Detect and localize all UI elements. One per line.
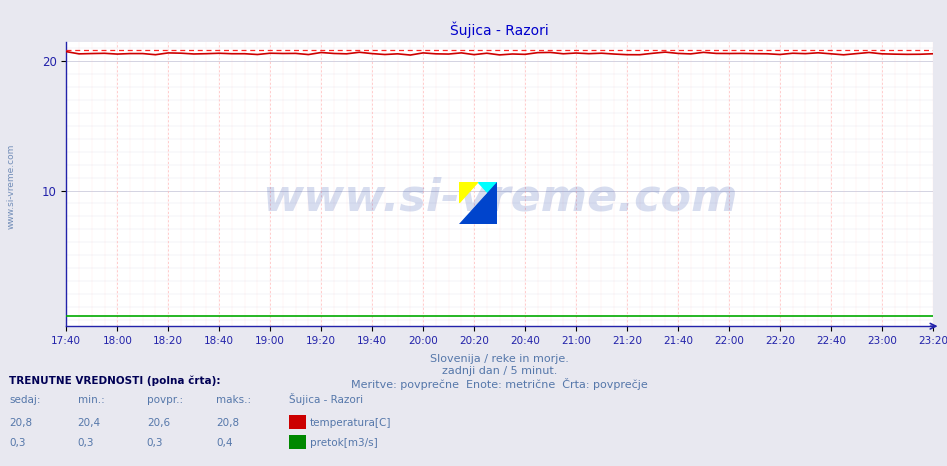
Text: www.si-vreme.com: www.si-vreme.com	[7, 144, 16, 229]
Text: 0,3: 0,3	[78, 439, 94, 448]
Polygon shape	[478, 182, 497, 203]
Text: 20,4: 20,4	[78, 418, 100, 428]
Text: Šujica - Razori: Šujica - Razori	[289, 393, 363, 405]
Text: temperatura[C]: temperatura[C]	[310, 418, 391, 428]
Text: 0,3: 0,3	[9, 439, 26, 448]
Text: pretok[m3/s]: pretok[m3/s]	[310, 439, 378, 448]
X-axis label: Slovenija / reke in morje.
zadnji dan / 5 minut.
Meritve: povprečne  Enote: metr: Slovenija / reke in morje. zadnji dan / …	[351, 354, 648, 390]
Text: 20,6: 20,6	[147, 418, 170, 428]
Text: TRENUTNE VREDNOSTI (polna črta):: TRENUTNE VREDNOSTI (polna črta):	[9, 376, 221, 386]
Title: Šujica - Razori: Šujica - Razori	[450, 21, 549, 38]
Text: maks.:: maks.:	[216, 395, 251, 405]
Text: povpr.:: povpr.:	[147, 395, 183, 405]
Text: sedaj:: sedaj:	[9, 395, 41, 405]
Polygon shape	[459, 182, 478, 203]
Text: 20,8: 20,8	[216, 418, 239, 428]
Text: min.:: min.:	[78, 395, 104, 405]
Text: 20,8: 20,8	[9, 418, 32, 428]
Text: 0,3: 0,3	[147, 439, 163, 448]
Text: 0,4: 0,4	[216, 439, 232, 448]
Text: www.si-vreme.com: www.si-vreme.com	[261, 177, 738, 220]
Polygon shape	[459, 182, 497, 224]
